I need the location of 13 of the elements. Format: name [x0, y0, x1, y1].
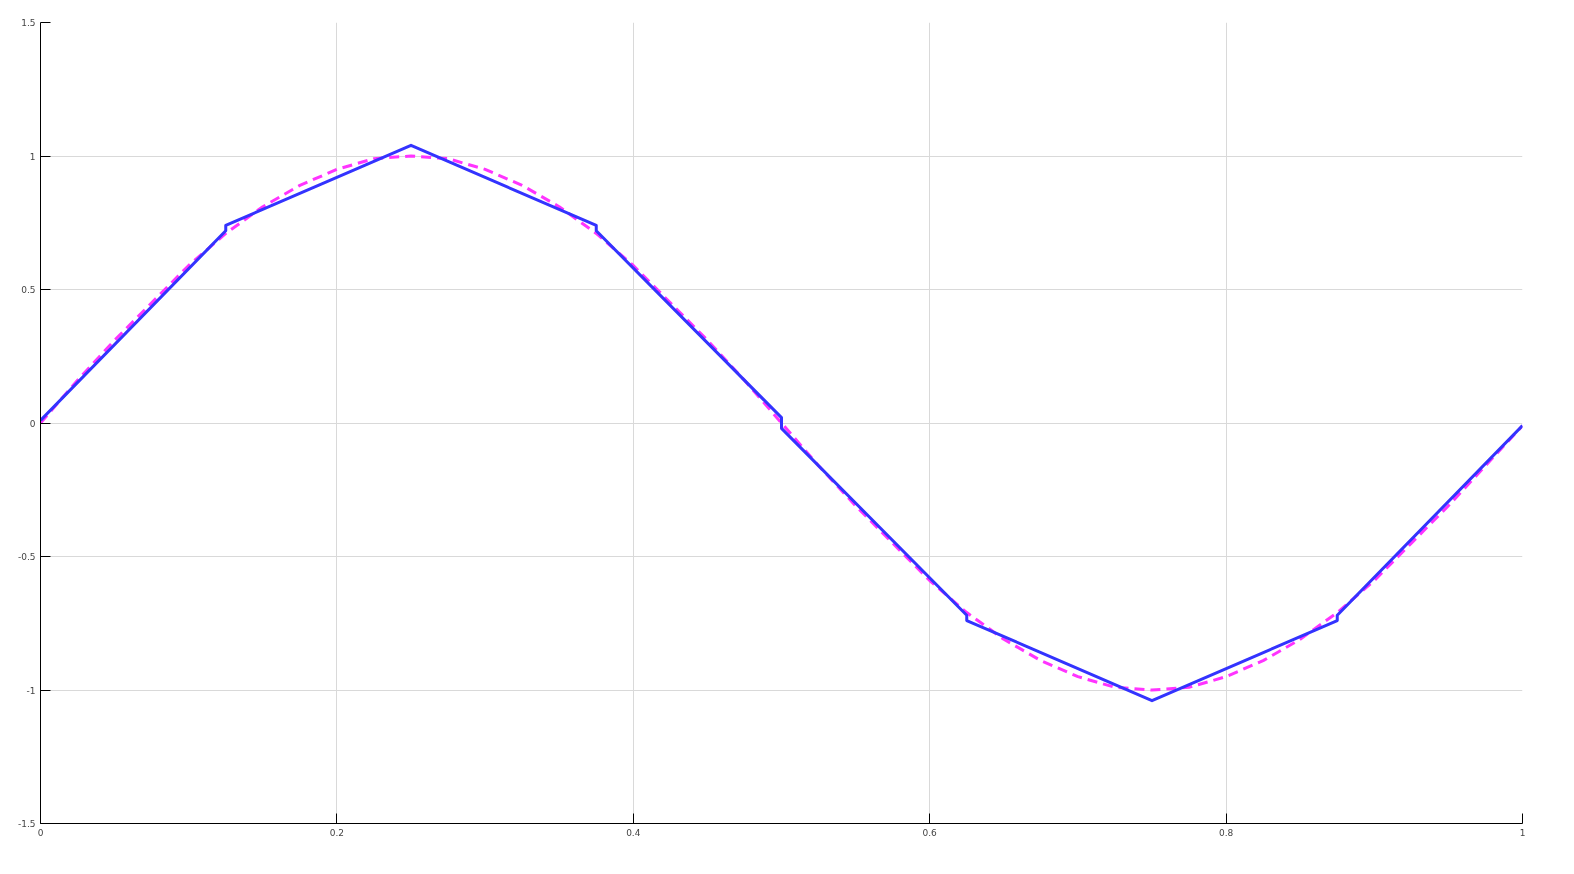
y-tick-label: 0.5 — [21, 285, 36, 295]
y-tick-label: -0.5 — [17, 552, 36, 562]
x-tick-label: 0.8 — [1218, 827, 1234, 838]
y-tick-label: 1 — [29, 151, 36, 162]
y-tick-label: 1.5 — [21, 18, 36, 28]
x-tick-label: 0.2 — [329, 827, 345, 838]
y-tick-label: -1 — [26, 685, 36, 696]
x-tick-label: 0.6 — [922, 827, 938, 838]
y-tick-label: 0 — [29, 418, 36, 429]
x-tick-label: 0.4 — [626, 827, 641, 838]
x-tick-label: 1 — [1519, 827, 1526, 838]
y-tick-label: -1.5 — [17, 819, 36, 829]
x-tick-label: 0 — [37, 827, 44, 838]
